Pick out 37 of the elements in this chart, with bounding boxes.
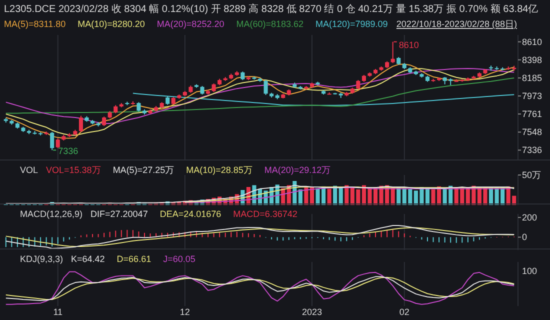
y-tick-label: 0 bbox=[522, 232, 528, 242]
text: MA(120)=7989.09 bbox=[316, 19, 388, 29]
series-label: MACD=6.36742 bbox=[233, 209, 298, 219]
text: 100 bbox=[522, 266, 538, 276]
x-tick-label: 11 bbox=[53, 307, 63, 317]
series-label: K=64.42 bbox=[71, 254, 105, 264]
text: VOL=15.38万 bbox=[46, 165, 101, 175]
text: MA(10)=8280.20 bbox=[78, 19, 145, 29]
text: MA(60)=8183.62 bbox=[236, 19, 304, 29]
text: MA(10)=28.85万 bbox=[186, 165, 252, 175]
x-tick-label: 12 bbox=[180, 307, 190, 317]
y-tick-label: 7761 bbox=[522, 108, 542, 119]
y-tick-label: 200 bbox=[522, 212, 538, 222]
annotation: 7336 bbox=[58, 146, 78, 156]
y-tick-label: 8398 bbox=[522, 54, 542, 65]
y-tick-label: 8185 bbox=[522, 72, 542, 83]
text: 2022/10/18-2023/02/28 (88日) bbox=[396, 19, 517, 29]
y-tick-label: 7973 bbox=[522, 90, 542, 101]
text: MA(20)=8252.20 bbox=[156, 19, 224, 29]
text: DIF=27.20047 bbox=[90, 209, 148, 219]
text: MA(5)=8311.80 bbox=[4, 19, 66, 29]
text: MA(5)=27.25万 bbox=[112, 165, 174, 175]
series-label: DEA=24.01676 bbox=[160, 209, 222, 219]
x-tick-label: 02 bbox=[399, 307, 410, 317]
annotation: 8610 bbox=[398, 40, 419, 50]
y-tick-label: 7336 bbox=[522, 145, 542, 156]
chart-title: MACD(12,26,9) bbox=[20, 209, 83, 219]
y-tick-label: 8610 bbox=[522, 36, 542, 47]
x-tick-label: 2023 bbox=[302, 307, 322, 317]
chart-title: L2305.DCE 2023/02/28 收 8304 幅 0.12%(10) 开 8289 高 8328 低 8270 结 0 仓 40.21万 量 15.38万 振 0.70% 额 63.84亿 bbox=[4, 3, 538, 15]
series-label: MA(20)=29.12万 bbox=[264, 165, 331, 175]
series-label: D=66.61 bbox=[116, 254, 152, 264]
series-label: J=60.05 bbox=[163, 254, 196, 264]
y-tick-label: 7548 bbox=[522, 127, 542, 138]
chart-title: KDJ(9,3,3) bbox=[20, 254, 64, 264]
y-tick-label: 50万 bbox=[522, 170, 542, 180]
chart-title: VOL bbox=[20, 165, 38, 175]
